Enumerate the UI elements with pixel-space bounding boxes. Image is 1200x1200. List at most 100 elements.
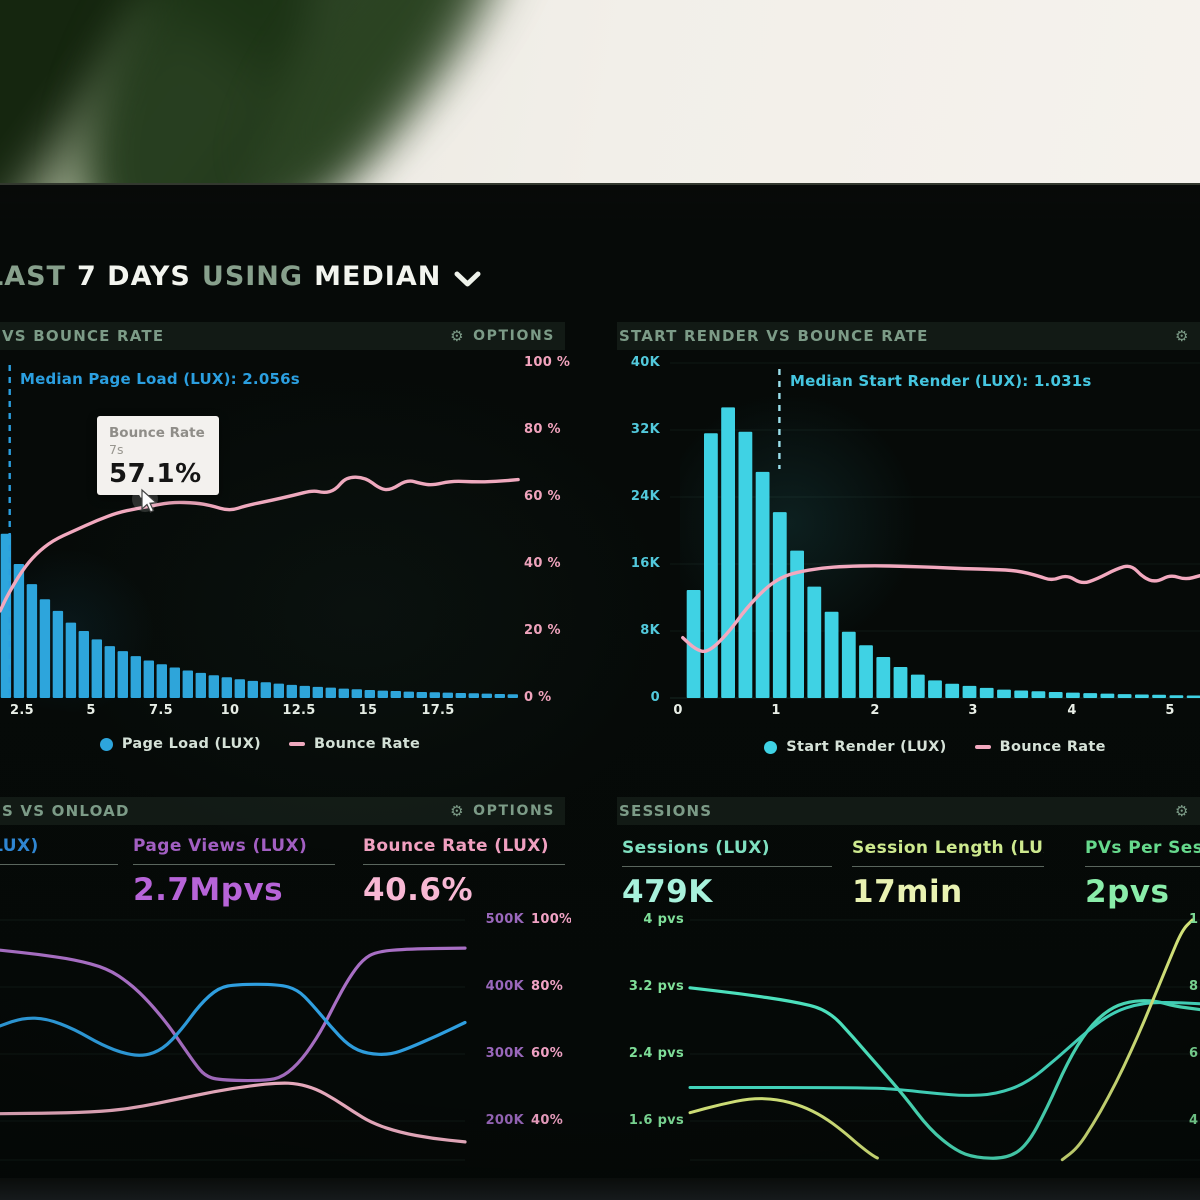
metric-divider (1085, 866, 1200, 867)
axis-tick-label: 4 (1189, 1113, 1199, 1128)
axis-tick-label: 100% (531, 912, 571, 927)
axis-tick-label: 2 (870, 703, 880, 718)
options-label: OPTIONS (473, 328, 555, 344)
axis-tick-label: 8K (640, 623, 660, 638)
legend-label: Start Render (LUX) (786, 739, 947, 755)
metric-divider (363, 864, 565, 865)
axis-tick-label: 4 (1067, 703, 1077, 718)
metric-session-length: Session Length (LUX) 17min (852, 838, 1044, 910)
gear-icon: ⚙ (1174, 802, 1190, 820)
tooltip-value: 57.1% (109, 459, 202, 489)
metric-value: 2.7Mpvs (133, 872, 284, 908)
metric-label: Bounce Rate (LUX) (363, 836, 549, 856)
axis-tick-label: 0 % (524, 690, 552, 705)
axis-tick-label: 60 % (524, 489, 561, 504)
legend-item[interactable]: Page Load (LUX) (99, 736, 261, 752)
axis-tick-label: 40K (630, 355, 660, 370)
options-button[interactable]: ⚙ OPTIONS (450, 327, 555, 345)
panel-header-start-render: START RENDER VS BOUNCE RATE ⚙ (617, 322, 1200, 350)
axis-tick-label: 24K (630, 489, 660, 504)
panel-header-onload: S VS ONLOAD ⚙ OPTIONS (0, 797, 565, 825)
metric-pvs-per-session: PVs Per Session 2pvs (1085, 838, 1200, 910)
options-button[interactable]: ⚙ (1175, 802, 1190, 820)
onload-trend-chart[interactable] (0, 919, 467, 1161)
axis-tick-label: 17.5 (421, 703, 455, 718)
panel-title: S VS ONLOAD (2, 802, 130, 820)
tooltip-series: Bounce Rate (109, 425, 205, 441)
options-button[interactable]: ⚙ OPTIONS (450, 802, 555, 820)
page-load-vs-bounce-rate-chart[interactable] (0, 363, 520, 698)
metric-divider (852, 866, 1044, 867)
metric-bounce-rate: Bounce Rate (LUX) 40.6% (363, 836, 565, 908)
legend-item[interactable]: Bounce Rate (288, 736, 421, 752)
axis-tick-label: 60% (531, 1046, 564, 1061)
legend-page-load: Page Load (LUX) Bounce Rate (0, 736, 520, 752)
axis-tick-label: 3 (968, 703, 978, 718)
axis-tick-label: 1.6 pvs (628, 1113, 684, 1128)
tooltip-x-value: 7s (109, 442, 124, 457)
legend-line-swatch (974, 745, 991, 749)
axis-tick-label: 1 (771, 703, 781, 718)
axis-tick-label: 2.5 (10, 703, 34, 718)
sessions-trend-chart[interactable] (688, 918, 1200, 1162)
axis-tick-label: 32K (630, 422, 660, 437)
start-render-vs-bounce-rate-chart[interactable] (670, 362, 1200, 699)
mouse-cursor-icon (130, 484, 164, 524)
axis-tick-label: 0 (673, 703, 683, 718)
axis-tick-label: 10 (220, 703, 240, 718)
metric-divider (0, 864, 118, 865)
axis-tick-label: 300K (485, 1046, 524, 1061)
metric-page-views: Page Views (LUX) 2.7Mpvs (133, 836, 335, 908)
metric-label: Session Length (LUX) (852, 838, 1044, 858)
gear-icon: ⚙ (450, 327, 466, 345)
axis-tick-label: 6 (1189, 1046, 1199, 1061)
axis-tick-label: 500K (485, 912, 524, 927)
axis-tick-label: 5 (86, 703, 96, 718)
panel-title: START RENDER VS BOUNCE RATE (619, 327, 929, 345)
legend-item[interactable]: Bounce Rate (974, 739, 1106, 755)
legend-start-render: Start Render (LUX) Bounce Rate (670, 739, 1200, 755)
chevron-down-icon[interactable] (454, 271, 481, 288)
axis-tick-label: 0 (650, 690, 660, 705)
axis-tick-label: 20 % (524, 623, 561, 638)
legend-label: Bounce Rate (313, 736, 421, 752)
axis-tick-label: 40% (531, 1113, 564, 1128)
metric-sessions: Sessions (LUX) 479K (622, 838, 832, 910)
gear-icon: ⚙ (1174, 327, 1190, 345)
legend-item[interactable]: Start Render (LUX) (764, 739, 946, 755)
metric-value: 2pvs (1085, 874, 1170, 910)
axis-tick-label: 80% (531, 979, 564, 994)
options-button[interactable]: ⚙ (1175, 327, 1190, 345)
median-start-render-annotation: Median Start Render (LUX): 1.031s (790, 372, 1092, 390)
title-bold: 7 DAYS (76, 261, 191, 292)
legend-line-swatch (288, 742, 305, 746)
axis-tick-label: 40 % (524, 556, 561, 571)
metric-onload-lux: (LUX) (0, 836, 118, 872)
legend-label: Bounce Rate (999, 739, 1106, 755)
title-part: LAST (0, 261, 66, 292)
monitor-bottom-bezel (0, 1178, 1200, 1200)
title-bold: MEDIAN (314, 261, 442, 292)
metric-value: 40.6% (363, 872, 474, 908)
metric-label: (LUX) (0, 836, 39, 856)
axis-tick-label: 400K (485, 979, 524, 994)
panel-header-page-load: VS BOUNCE RATE ⚙ OPTIONS (0, 322, 565, 350)
panel-title: SESSIONS (619, 802, 713, 820)
metric-divider (622, 866, 832, 867)
title-part: USING (201, 261, 304, 292)
axis-tick-label: 3.2 pvs (628, 979, 684, 994)
axis-tick-label: 8 (1189, 979, 1199, 994)
chart-tooltip: Bounce Rate 7s 57.1% (97, 416, 219, 498)
metric-value: 479K (622, 874, 713, 910)
axis-tick-label: 2.4 pvs (628, 1046, 684, 1061)
median-page-load-annotation: Median Page Load (LUX): 2.056s (20, 370, 300, 388)
axis-tick-label: 200K (485, 1113, 524, 1128)
axis-tick-label: 16K (630, 556, 660, 571)
metric-label: Page Views (LUX) (133, 836, 308, 856)
axis-tick-label: 80 % (524, 422, 561, 437)
date-range-selector[interactable]: LAST 7 DAYS USING MEDIAN (0, 261, 481, 292)
metric-label: Sessions (LUX) (622, 838, 770, 858)
axis-tick-label: 5 (1165, 703, 1175, 718)
axis-tick-label: 100 % (524, 355, 571, 370)
